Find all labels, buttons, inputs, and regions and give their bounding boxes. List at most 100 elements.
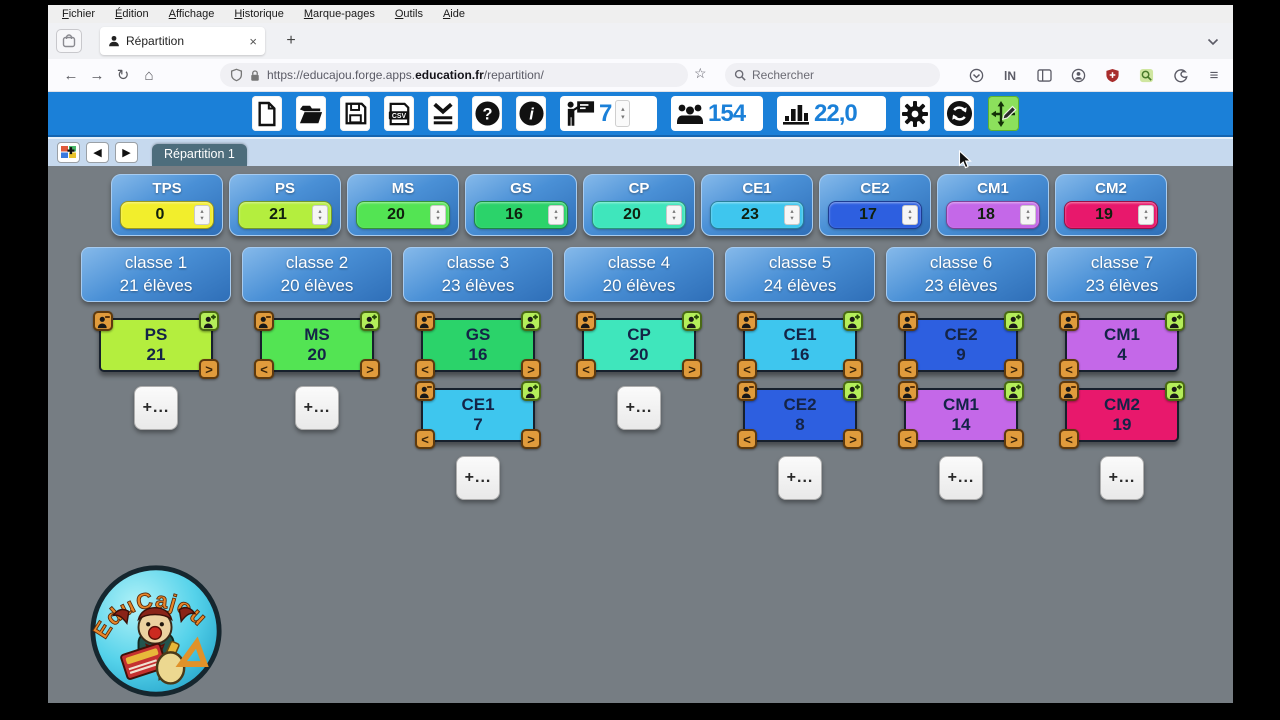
- tab-overflow-chevron-icon[interactable]: [1207, 33, 1219, 51]
- level-count-input[interactable]: 16 ▴ ▾: [474, 201, 568, 229]
- add-level-to-class-6-button[interactable]: +...: [939, 456, 983, 500]
- menu-fichier[interactable]: Fichier: [62, 8, 96, 20]
- bookmark-star-icon[interactable]: ☆: [694, 65, 707, 81]
- add-level-to-class-4-button[interactable]: +...: [617, 386, 661, 430]
- add-student-button[interactable]: [360, 311, 380, 331]
- spinner[interactable]: ▴ ▾: [1020, 205, 1036, 225]
- edit-mode-button[interactable]: [988, 96, 1019, 131]
- remove-student-button[interactable]: [1059, 311, 1079, 331]
- add-student-button[interactable]: [843, 381, 863, 401]
- account-icon[interactable]: [1069, 67, 1087, 85]
- spinner[interactable]: ▴ ▾: [784, 205, 800, 225]
- spinner[interactable]: ▴ ▾: [194, 205, 210, 225]
- firefox-extension-icon[interactable]: [1171, 67, 1189, 85]
- move-right-button[interactable]: >: [521, 359, 541, 379]
- spinner[interactable]: ▴ ▾: [312, 205, 328, 225]
- workspace-tab-repartition-1[interactable]: Répartition 1: [152, 144, 247, 166]
- level-count-input[interactable]: 20 ▴ ▾: [592, 201, 686, 229]
- add-student-button[interactable]: [521, 381, 541, 401]
- remove-student-button[interactable]: [415, 381, 435, 401]
- remove-student-button[interactable]: [898, 311, 918, 331]
- remove-student-button[interactable]: [1059, 381, 1079, 401]
- move-left-button[interactable]: <: [737, 429, 757, 449]
- reload-button[interactable]: ↻: [116, 67, 130, 84]
- class-header-1[interactable]: classe 1 21 élèves: [81, 247, 231, 302]
- student-card-ce1[interactable]: CE1 7 < >: [415, 381, 541, 449]
- reset-button[interactable]: [944, 96, 974, 131]
- add-student-button[interactable]: [1165, 311, 1185, 331]
- add-student-button[interactable]: [1004, 381, 1024, 401]
- settings-button[interactable]: [900, 96, 930, 131]
- move-left-button[interactable]: <: [254, 359, 274, 379]
- new-tab-button[interactable]: +: [286, 32, 296, 49]
- class-header-6[interactable]: classe 6 23 élèves: [886, 247, 1036, 302]
- add-level-to-class-1-button[interactable]: +...: [134, 386, 178, 430]
- level-count-input[interactable]: 17 ▴ ▾: [828, 201, 922, 229]
- spinner[interactable]: ▴ ▾: [1138, 205, 1154, 225]
- add-level-to-class-7-button[interactable]: +...: [1100, 456, 1144, 500]
- level-count-input[interactable]: 20 ▴ ▾: [356, 201, 450, 229]
- move-left-button[interactable]: <: [576, 359, 596, 379]
- move-left-button[interactable]: <: [415, 359, 435, 379]
- remove-student-button[interactable]: [737, 311, 757, 331]
- remove-student-button[interactable]: [898, 381, 918, 401]
- add-student-button[interactable]: [199, 311, 219, 331]
- add-level-to-class-5-button[interactable]: +...: [778, 456, 822, 500]
- remove-student-button[interactable]: [415, 311, 435, 331]
- add-student-button[interactable]: [1004, 311, 1024, 331]
- info-button[interactable]: i: [516, 96, 546, 131]
- menu-historique[interactable]: Historique: [234, 8, 284, 20]
- spinner[interactable]: ▴ ▾: [666, 205, 682, 225]
- forward-button[interactable]: →: [89, 66, 105, 84]
- new-file-button[interactable]: [252, 96, 282, 131]
- class-header-2[interactable]: classe 2 20 élèves: [242, 247, 392, 302]
- export-csv-button[interactable]: CSV: [384, 96, 414, 131]
- move-left-button[interactable]: <: [898, 429, 918, 449]
- adblock-shield-icon[interactable]: [1103, 67, 1121, 85]
- move-left-button[interactable]: <: [737, 359, 757, 379]
- add-repartition-button[interactable]: [57, 142, 80, 163]
- prev-tab-button[interactable]: ◀: [86, 142, 109, 163]
- menu-edition[interactable]: Édition: [115, 8, 149, 20]
- level-count-input[interactable]: 19 ▴ ▾: [1064, 201, 1158, 229]
- move-right-button[interactable]: >: [843, 359, 863, 379]
- menu-aide[interactable]: Aide: [442, 8, 465, 20]
- level-count-input[interactable]: 23 ▴ ▾: [710, 201, 804, 229]
- move-right-button[interactable]: >: [521, 429, 541, 449]
- move-left-button[interactable]: <: [1059, 429, 1079, 449]
- move-left-button[interactable]: <: [415, 429, 435, 449]
- remove-student-button[interactable]: [737, 381, 757, 401]
- home-button[interactable]: ⌂: [144, 66, 154, 84]
- move-right-button[interactable]: >: [1004, 429, 1024, 449]
- hamburger-menu-icon[interactable]: ≡: [1209, 67, 1219, 84]
- level-count-input[interactable]: 21 ▴ ▾: [238, 201, 332, 229]
- remove-student-button[interactable]: [254, 311, 274, 331]
- student-card-ps[interactable]: PS 21 >: [93, 311, 219, 379]
- level-count-input[interactable]: 0 ▴ ▾: [120, 201, 214, 229]
- move-left-button[interactable]: <: [1059, 359, 1079, 379]
- spinner[interactable]: ▴ ▾: [902, 205, 918, 225]
- level-count-input[interactable]: 18 ▴ ▾: [946, 201, 1040, 229]
- student-card-ce1-b[interactable]: CE1 16 < >: [737, 311, 863, 379]
- extension-magnifier-icon[interactable]: [1137, 67, 1155, 85]
- move-right-button[interactable]: >: [682, 359, 702, 379]
- add-level-to-class-3-button[interactable]: +...: [456, 456, 500, 500]
- add-student-button[interactable]: [682, 311, 702, 331]
- back-button[interactable]: ←: [63, 66, 79, 84]
- help-button[interactable]: ?: [472, 96, 502, 131]
- add-student-button[interactable]: [521, 311, 541, 331]
- move-right-button[interactable]: >: [360, 359, 380, 379]
- class-header-5[interactable]: classe 5 24 élèves: [725, 247, 875, 302]
- student-card-cp[interactable]: CP 20 < >: [576, 311, 702, 379]
- url-bar[interactable]: https://educajou.forge.apps.education.fr…: [220, 63, 688, 87]
- open-file-button[interactable]: [296, 96, 326, 131]
- class-header-3[interactable]: classe 3 23 élèves: [403, 247, 553, 302]
- remove-student-button[interactable]: [576, 311, 596, 331]
- move-right-button[interactable]: >: [843, 429, 863, 449]
- student-card-cm2[interactable]: CM2 19 <: [1059, 381, 1185, 449]
- add-student-button[interactable]: [843, 311, 863, 331]
- add-student-button[interactable]: [1165, 381, 1185, 401]
- spinner[interactable]: ▴ ▾: [430, 205, 446, 225]
- download-button[interactable]: [428, 96, 458, 131]
- student-card-ce2[interactable]: CE2 8 < >: [737, 381, 863, 449]
